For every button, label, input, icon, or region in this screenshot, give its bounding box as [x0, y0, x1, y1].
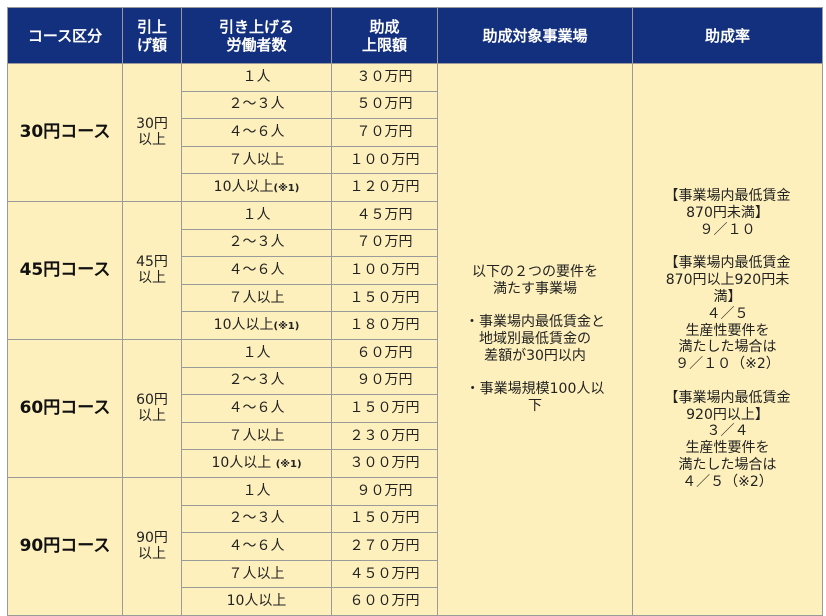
table-row: ７人以上 １００万円 [8, 145, 823, 175]
raise-amount: 45円 以上 [122, 200, 182, 340]
table-row: 10人以上 ６００万円 [8, 587, 823, 616]
workers-count: １人 [242, 206, 271, 223]
workers-cell: 10人以上 [181, 587, 332, 616]
workers-count: ７人以上 [228, 565, 285, 582]
table-row: 60円コース 60円 以上 １人 ６０万円 [7, 338, 823, 478]
limit-amount: １００万円 [331, 256, 438, 285]
workers-cell: 10人以上(※1) [181, 311, 332, 340]
header-workers: 引き上げる 労働者数 [181, 7, 332, 64]
limit-amount: １５０万円 [331, 283, 438, 313]
limit-amount: １５０万円 [331, 394, 438, 423]
eligible-workplace: 以下の２つの要件を 満たす事業場 ・事業場内最低賃金と 地域別最低賃金の 差額が… [437, 63, 633, 616]
workers-cell: ２～３人 [181, 228, 332, 258]
workers-count: ２～３人 [228, 510, 285, 527]
course-name: 60円コース [7, 338, 123, 478]
workers-count: ７人以上 [228, 427, 285, 444]
header-limit: 助成 上限額 [331, 7, 438, 64]
workers-count: １人 [242, 482, 271, 499]
workers-cell: ４～６人 [181, 256, 332, 285]
workers-count: ４～６人 [228, 262, 285, 279]
table-row: 90円コース 90円 以上 １人 ９０万円 [7, 476, 823, 616]
limit-amount: ４５万円 [331, 200, 438, 230]
table-row: 45円コース 45円 以上 １人 ４５万円 [7, 200, 823, 340]
table-row: ４～６人 ２７０万円 [8, 532, 823, 561]
workers-cell: ２～３人 [181, 90, 332, 120]
workers-count: 10人以上 [213, 317, 274, 334]
workers-cell: ４～６人 [181, 394, 332, 423]
table-row: ２～３人 ９０万円 [8, 366, 823, 396]
raise-amount: 30円 以上 [122, 63, 182, 202]
workers-count: １人 [242, 68, 271, 85]
workers-cell: ７人以上 [181, 283, 332, 313]
workers-count: ４～６人 [228, 124, 285, 141]
workers-cell: ４～６人 [181, 118, 332, 147]
workers-count: 10人以上 [213, 179, 274, 196]
subsidy-table: コース区分 引上 げ額 引き上げる 労働者数 助成 上限額 助成対象事業場 助成… [7, 7, 823, 616]
limit-amount: ５０万円 [331, 90, 438, 120]
workers-cell: １人 [181, 338, 332, 368]
workers-cell: 10人以上(※1) [181, 173, 332, 202]
header-course: コース区分 [7, 7, 123, 64]
limit-amount: ７０万円 [331, 118, 438, 147]
footnote-mark: (※1) [273, 183, 300, 195]
footnote-mark: (※1) [273, 321, 300, 333]
workers-count: 10人以上 [211, 455, 276, 472]
workers-count: ４～６人 [228, 537, 285, 554]
workers-count: ７人以上 [228, 289, 285, 306]
workers-cell: ２～３人 [181, 504, 332, 534]
workers-count: ２～３人 [228, 372, 285, 389]
workers-count: ２～３人 [228, 96, 285, 113]
table-row: 10人以上(※1) １８０万円 [8, 311, 823, 340]
limit-amount: １００万円 [331, 145, 438, 175]
header-row: コース区分 引上 げ額 引き上げる 労働者数 助成 上限額 助成対象事業場 助成… [7, 7, 823, 64]
table-row: ７人以上 ４５０万円 [8, 559, 823, 589]
workers-cell: １人 [181, 476, 332, 506]
limit-amount: ６０万円 [331, 338, 438, 368]
limit-amount: １２０万円 [331, 173, 438, 202]
workers-count: ７人以上 [228, 151, 285, 168]
workers-cell: ７人以上 [181, 559, 332, 589]
table-row: ４～６人 １５０万円 [8, 394, 823, 423]
table-row: 10人以上(※1) １２０万円 [8, 173, 823, 202]
course-name: 30円コース [7, 63, 123, 202]
workers-cell: ４～６人 [181, 532, 332, 561]
table-row: ７人以上 １５０万円 [8, 283, 823, 313]
table-row: ２～３人 ７０万円 [8, 228, 823, 258]
limit-amount: ２７０万円 [331, 532, 438, 561]
limit-amount: ３００万円 [331, 449, 438, 478]
raise-amount: 60円 以上 [122, 338, 182, 478]
workers-cell: ７人以上 [181, 145, 332, 175]
course-name: 90円コース [7, 476, 123, 616]
footnote-mark: (※1) [275, 459, 302, 471]
limit-amount: ９０万円 [331, 476, 438, 506]
limit-amount: ４５０万円 [331, 559, 438, 589]
table-row: ２～３人 ５０万円 [8, 90, 823, 120]
workers-count: ４～６人 [228, 400, 285, 417]
table-row: ２～３人 １５０万円 [8, 504, 823, 534]
limit-amount: ７０万円 [331, 228, 438, 258]
limit-amount: ３０万円 [331, 63, 438, 92]
workers-count: ２～３人 [228, 234, 285, 251]
limit-amount: １５０万円 [331, 504, 438, 534]
course-name: 45円コース [7, 200, 123, 340]
header-rate: 助成率 [632, 7, 823, 64]
table-row: 10人以上 (※1) ３００万円 [8, 449, 823, 478]
workers-cell: 10人以上 (※1) [181, 449, 332, 478]
workers-cell: １人 [181, 200, 332, 230]
workers-cell: ７人以上 [181, 421, 332, 451]
table-row: 30円コース 30円 以上 １人 ３０万円 以下の２つの要件を 満たす事業場 ・事業場内… [7, 63, 823, 616]
workers-cell: ２～３人 [181, 366, 332, 396]
workers-cell: １人 [181, 63, 332, 92]
raise-amount: 90円 以上 [122, 476, 182, 616]
workers-count: １人 [242, 344, 271, 361]
limit-amount: ９０万円 [331, 366, 438, 396]
limit-amount: １８０万円 [331, 311, 438, 340]
limit-amount: ２３０万円 [331, 421, 438, 451]
limit-amount: ６００万円 [331, 587, 438, 616]
subsidy-rate: 【事業場内最低賃金 870円未満】 ９／１０ 【事業場内最低賃金 870円以上9… [632, 63, 823, 616]
workers-count: 10人以上 [226, 593, 287, 610]
table-body: 30円コース 30円 以上 １人 ３０万円 以下の２つの要件を 満たす事業場 ・事業場内… [7, 63, 823, 616]
header-raise: 引上 げ額 [122, 7, 182, 64]
header-eligible: 助成対象事業場 [437, 7, 633, 64]
